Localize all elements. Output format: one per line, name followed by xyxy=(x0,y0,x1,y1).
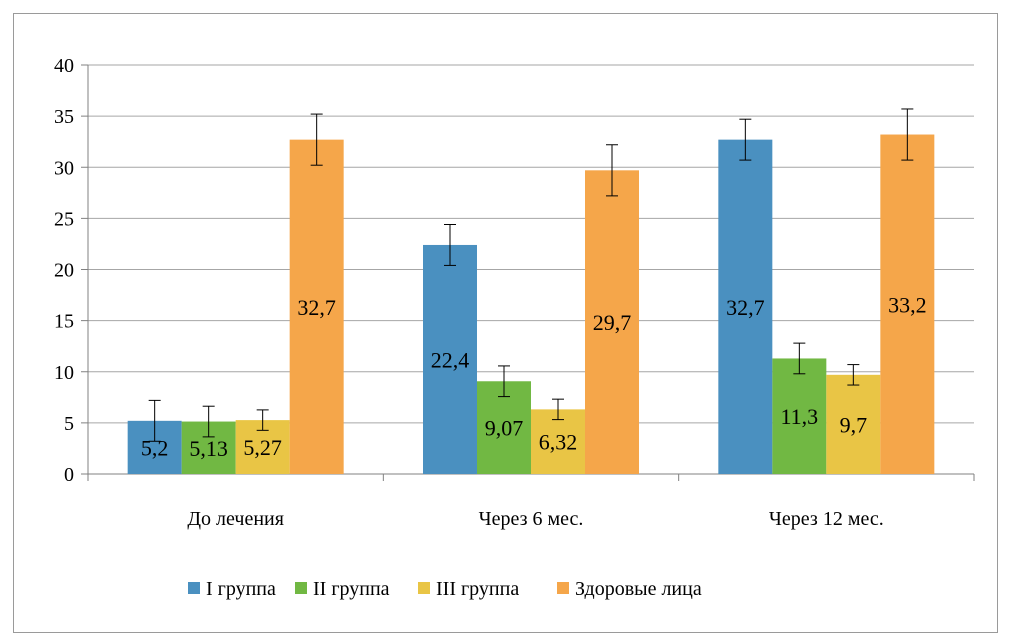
y-tick-label: 20 xyxy=(54,260,74,282)
data-label: 5,27 xyxy=(243,435,282,460)
y-tick-label: 0 xyxy=(64,464,74,486)
y-tick-label: 25 xyxy=(54,208,74,230)
y-tick-label: 40 xyxy=(54,55,74,77)
legend-swatch xyxy=(557,582,569,594)
data-label: 9,07 xyxy=(485,416,524,441)
data-label: 5,13 xyxy=(189,436,228,461)
data-label: 33,2 xyxy=(888,292,927,317)
data-label: 32,7 xyxy=(726,295,765,320)
x-category-label: Через 6 мес. xyxy=(479,508,584,530)
bar xyxy=(585,170,639,474)
legend-swatch xyxy=(418,582,430,594)
y-tick-label: 5 xyxy=(64,413,74,435)
bar xyxy=(718,139,773,474)
bar xyxy=(880,134,935,474)
x-category-label: Через 12 мес. xyxy=(769,508,884,530)
data-label: 22,4 xyxy=(431,347,470,372)
data-label: 6,32 xyxy=(539,430,578,455)
y-tick-label: 10 xyxy=(54,362,74,384)
data-label: 5,2 xyxy=(141,435,169,460)
bar xyxy=(531,409,585,474)
bar-chart: 0 5 10 15 20 25 30 35 40 5,2 5,13 5,27 32,7 До лечени… xyxy=(54,55,975,600)
x-category-label: До лечения xyxy=(187,508,284,530)
legend-label: I группа xyxy=(206,578,276,600)
data-label: 9,7 xyxy=(840,412,868,437)
data-label: 32,7 xyxy=(297,295,336,320)
y-tick-label: 15 xyxy=(54,311,74,333)
y-tick-label: 30 xyxy=(54,157,74,179)
bar xyxy=(423,244,477,474)
data-label: 29,7 xyxy=(593,310,632,335)
legend-label: II группа xyxy=(313,578,390,600)
legend-label: III группа xyxy=(436,578,519,600)
legend-swatch xyxy=(188,582,200,594)
data-label: 11,3 xyxy=(780,404,818,429)
bar xyxy=(772,358,827,474)
bar xyxy=(826,374,881,474)
legend-swatch xyxy=(295,582,307,594)
y-tick-label: 35 xyxy=(54,106,74,128)
bar xyxy=(289,139,344,474)
legend-label: Здоровые лица xyxy=(575,578,702,600)
